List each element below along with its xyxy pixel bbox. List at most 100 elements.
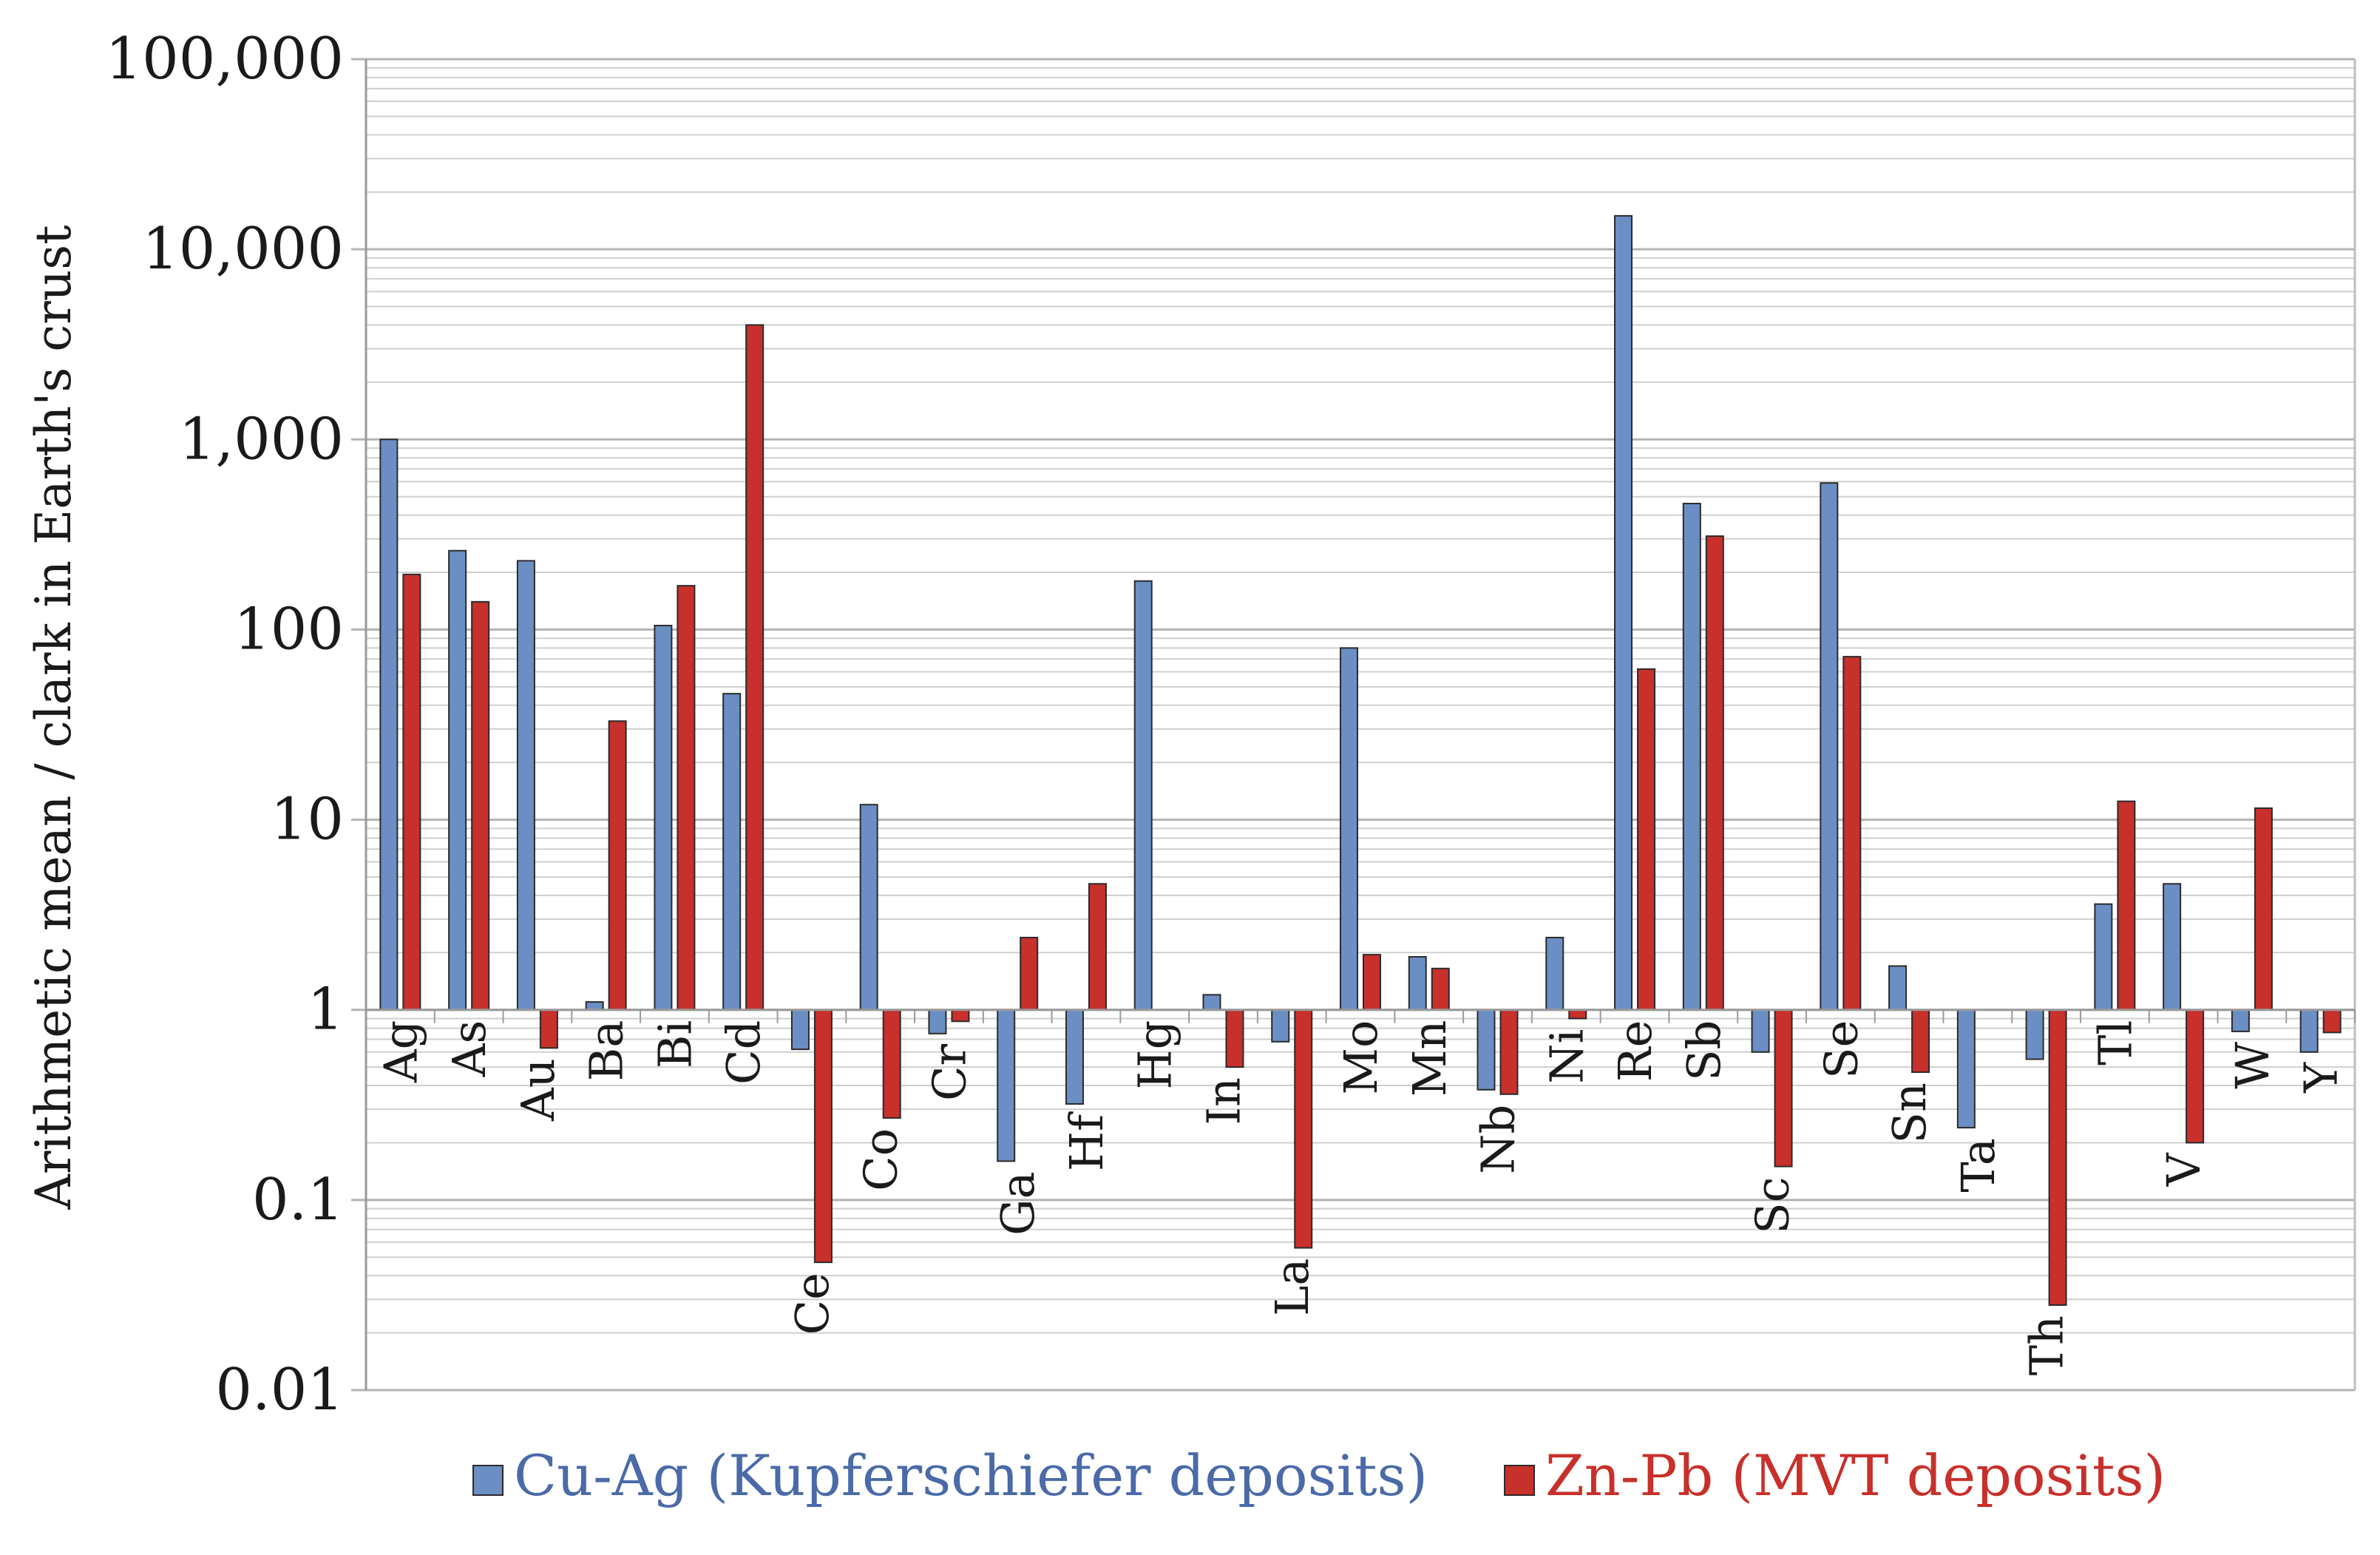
bar-zn-pb-cd <box>745 324 764 1011</box>
bar-zn-pb-sb <box>1705 535 1724 1011</box>
bar-cu-ag-sb <box>1682 503 1701 1011</box>
bars <box>379 214 2342 1307</box>
category-label: Cr <box>922 1043 976 1100</box>
category-label: Mo <box>1334 1020 1388 1095</box>
bar-zn-pb-ga <box>1020 936 1039 1011</box>
y-tick-label: 100 <box>234 596 344 663</box>
category-label: Tl <box>2088 1020 2142 1066</box>
legend: Cu-Ag (Kupferschiefer deposits) Zn-Pb (MV… <box>472 1443 2166 1508</box>
category-label: Cd <box>716 1020 770 1085</box>
bar-zn-pb-ni <box>1568 1009 1587 1020</box>
bar-cu-ag-in <box>1202 994 1221 1011</box>
bar-cu-ag-au <box>516 560 535 1011</box>
bar-cu-ag-hf <box>1065 1009 1084 1105</box>
y-axis-title: Arithmetic mean / clark in Earth's crust <box>25 225 82 1210</box>
y-tick-label: 0.1 <box>252 1167 344 1233</box>
bar-zn-pb-mo <box>1363 954 1381 1011</box>
category-label: In <box>1196 1077 1250 1125</box>
category-label: Au <box>511 1058 565 1122</box>
bar-zn-pb-v <box>2186 1009 2205 1144</box>
y-tick-label: 100,000 <box>105 26 344 92</box>
bar-cu-ag-ta <box>1956 1009 1976 1129</box>
category-label: Ba <box>580 1020 634 1082</box>
legend-swatch <box>472 1465 504 1496</box>
bar-cu-ag-nb <box>1477 1009 1496 1091</box>
category-label: Sn <box>1882 1083 1936 1143</box>
y-tick-label: 1 <box>307 977 344 1043</box>
bar-cu-ag-hg <box>1133 580 1153 1011</box>
bar-zn-pb-co <box>882 1009 901 1119</box>
category-label: Nb <box>1471 1105 1525 1174</box>
category-label: Mn <box>1403 1020 1457 1097</box>
gridlines <box>351 58 2355 1392</box>
category-label: La <box>1265 1258 1319 1316</box>
category-label: Hf <box>1060 1111 1113 1171</box>
bar-zn-pb-ce <box>813 1009 833 1264</box>
bar-cu-ag-w <box>2231 1009 2250 1032</box>
bar-zn-pb-ag <box>402 573 421 1011</box>
category-label: Y <box>2294 1062 2348 1094</box>
bar-zn-pb-tl <box>2117 800 2136 1011</box>
bar-zn-pb-au <box>539 1009 558 1049</box>
y-tick-label: 10,000 <box>142 216 344 282</box>
bar-cu-ag-se <box>1820 482 1839 1011</box>
bar-cu-ag-y <box>2299 1009 2319 1053</box>
bar-zn-pb-nb <box>1499 1009 1519 1095</box>
bar-cu-ag-co <box>859 804 878 1011</box>
bar-zn-pb-hf <box>1088 883 1107 1011</box>
category-label: Ta <box>1951 1138 2005 1193</box>
bar-cu-ag-cr <box>928 1009 947 1034</box>
category-label: Sc <box>1746 1177 1800 1234</box>
bar-cu-ag-sc <box>1751 1009 1770 1053</box>
category-label: Ni <box>1539 1029 1593 1083</box>
bar-zn-pb-y <box>2322 1009 2342 1034</box>
bar-cu-ag-mn <box>1408 956 1427 1011</box>
bar-cu-ag-cd <box>722 693 742 1011</box>
category-label: As <box>442 1020 496 1078</box>
bar-cu-ag-ag <box>379 438 399 1011</box>
bar-cu-ag-v <box>2163 883 2182 1011</box>
y-tick-label: 0.01 <box>215 1357 344 1423</box>
bar-zn-pb-w <box>2254 807 2273 1011</box>
bar-cu-ag-tl <box>2094 903 2113 1011</box>
legend-label: Zn-Pb (MVT deposits) <box>1545 1443 2166 1508</box>
bar-zn-pb-se <box>1842 656 1862 1011</box>
category-label: Re <box>1608 1020 1662 1082</box>
bar-zn-pb-th <box>2048 1009 2067 1307</box>
axes <box>365 59 2356 1390</box>
category-label: Ag <box>373 1020 427 1083</box>
bar-cu-ag-re <box>1614 214 1633 1011</box>
bar-cu-ag-la <box>1271 1009 1290 1043</box>
bar-cu-ag-ga <box>997 1009 1016 1162</box>
bar-cu-ag-ba <box>585 1001 604 1011</box>
bar-zn-pb-bi <box>677 585 696 1011</box>
y-tick-label: 1,000 <box>179 406 344 472</box>
bar-zn-pb-sc <box>1774 1009 1793 1168</box>
y-tick-labels: 100,000 10,000 1,000 100 10 1 0.1 0.01 <box>105 26 344 1423</box>
bar-zn-pb-in <box>1225 1009 1244 1068</box>
category-label: Se <box>1814 1020 1868 1079</box>
bar-cu-ag-sn <box>1888 965 1908 1011</box>
bar-cu-ag-th <box>2025 1009 2044 1060</box>
legend-label: Cu-Ag (Kupferschiefer deposits) <box>514 1443 1428 1508</box>
bar-cu-ag-ni <box>1545 936 1564 1011</box>
category-label: Bi <box>648 1020 702 1068</box>
category-label: Ga <box>991 1171 1045 1236</box>
category-label: V <box>2157 1152 2211 1187</box>
bar-zn-pb-re <box>1637 668 1656 1011</box>
y-tick-label: 10 <box>271 787 344 853</box>
bar-cu-ag-ce <box>790 1009 810 1051</box>
bar-zn-pb-mn <box>1431 967 1450 1011</box>
category-label: Hg <box>1128 1020 1182 1090</box>
bar-zn-pb-as <box>471 600 490 1011</box>
bar-zn-pb-cr <box>951 1009 970 1023</box>
bar-zn-pb-ba <box>608 720 627 1011</box>
category-label: Th <box>2020 1315 2074 1375</box>
category-label: Sb <box>1677 1020 1731 1081</box>
bar-zn-pb-sn <box>1911 1009 1930 1074</box>
bar-cu-ag-as <box>448 549 467 1011</box>
bar-zn-pb-la <box>1294 1009 1313 1249</box>
category-label: Co <box>854 1128 908 1191</box>
